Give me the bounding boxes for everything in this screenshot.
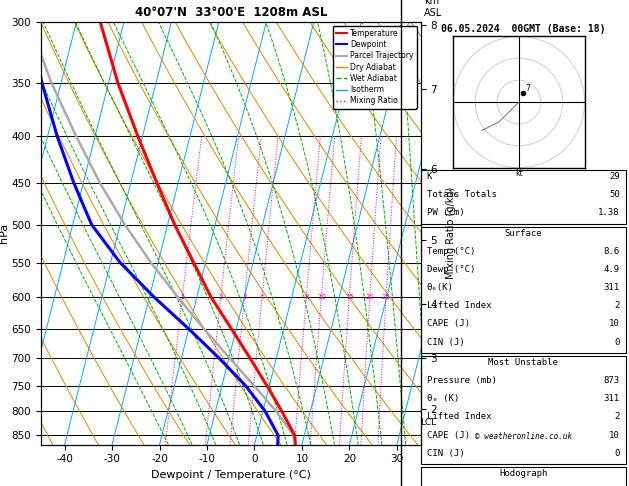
Text: 0: 0 bbox=[615, 449, 620, 458]
Text: km
ASL: km ASL bbox=[425, 0, 443, 17]
Text: 10: 10 bbox=[609, 319, 620, 329]
Text: 06.05.2024  00GMT (Base: 18): 06.05.2024 00GMT (Base: 18) bbox=[441, 24, 606, 34]
Text: Dewp (°C): Dewp (°C) bbox=[426, 265, 475, 274]
Text: CIN (J): CIN (J) bbox=[426, 449, 464, 458]
Text: 4.9: 4.9 bbox=[604, 265, 620, 274]
Text: 10: 10 bbox=[317, 294, 326, 300]
Text: Lifted Index: Lifted Index bbox=[426, 301, 491, 310]
Text: Lifted Index: Lifted Index bbox=[426, 413, 491, 421]
Text: 0: 0 bbox=[615, 338, 620, 347]
Bar bbox=[421, 170, 626, 224]
Text: 10: 10 bbox=[609, 431, 620, 440]
Text: 3: 3 bbox=[242, 294, 247, 300]
Text: θₑ(K): θₑ(K) bbox=[426, 283, 454, 292]
Y-axis label: hPa: hPa bbox=[0, 223, 9, 243]
Text: Totals Totals: Totals Totals bbox=[426, 190, 497, 199]
Text: © weatheronline.co.uk: © weatheronline.co.uk bbox=[475, 433, 572, 441]
Text: Most Unstable: Most Unstable bbox=[488, 358, 558, 367]
Text: Surface: Surface bbox=[504, 228, 542, 238]
Text: K: K bbox=[426, 172, 432, 181]
Text: CAPE (J): CAPE (J) bbox=[426, 319, 470, 329]
Text: Temp (°C): Temp (°C) bbox=[426, 247, 475, 256]
Text: 29: 29 bbox=[609, 172, 620, 181]
Text: 311: 311 bbox=[604, 283, 620, 292]
Legend: Temperature, Dewpoint, Parcel Trajectory, Dry Adiabat, Wet Adiabat, Isotherm, Mi: Temperature, Dewpoint, Parcel Trajectory… bbox=[333, 26, 417, 108]
Text: CIN (J): CIN (J) bbox=[426, 338, 464, 347]
Text: 20: 20 bbox=[365, 294, 374, 300]
Text: Mixing Ratio (g/kg): Mixing Ratio (g/kg) bbox=[446, 187, 456, 279]
Text: θₑ (K): θₑ (K) bbox=[426, 394, 459, 403]
Text: 25: 25 bbox=[382, 294, 391, 300]
Bar bbox=[421, 356, 626, 464]
Text: 873: 873 bbox=[604, 376, 620, 385]
Text: CAPE (J): CAPE (J) bbox=[426, 431, 470, 440]
Text: 2: 2 bbox=[615, 413, 620, 421]
X-axis label: Dewpoint / Temperature (°C): Dewpoint / Temperature (°C) bbox=[151, 470, 311, 480]
Text: 8.6: 8.6 bbox=[604, 247, 620, 256]
Text: 311: 311 bbox=[604, 394, 620, 403]
Text: 2: 2 bbox=[615, 301, 620, 310]
Title: 40°07'N  33°00'E  1208m ASL: 40°07'N 33°00'E 1208m ASL bbox=[135, 6, 327, 19]
Text: LCL: LCL bbox=[421, 417, 437, 427]
Text: 1.38: 1.38 bbox=[598, 208, 620, 217]
Text: PW (cm): PW (cm) bbox=[426, 208, 464, 217]
Text: 15: 15 bbox=[345, 294, 353, 300]
Text: 2: 2 bbox=[219, 294, 223, 300]
Text: Pressure (mb): Pressure (mb) bbox=[426, 376, 497, 385]
Bar bbox=[421, 227, 626, 353]
X-axis label: kt: kt bbox=[515, 169, 523, 178]
Text: 7: 7 bbox=[525, 84, 530, 93]
Text: Hodograph: Hodograph bbox=[499, 469, 547, 478]
Text: 1: 1 bbox=[180, 294, 184, 300]
Text: 4: 4 bbox=[260, 294, 264, 300]
Text: 8: 8 bbox=[304, 294, 309, 300]
Text: 50: 50 bbox=[609, 190, 620, 199]
Bar bbox=[421, 468, 626, 486]
